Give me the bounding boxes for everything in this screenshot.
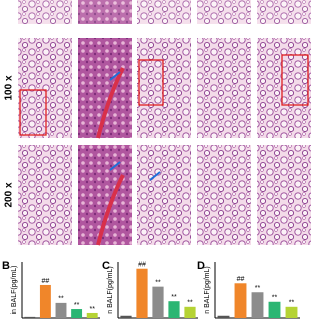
significance-label: ** — [155, 279, 161, 286]
bar — [268, 301, 281, 318]
tissue-image — [78, 0, 132, 24]
bar — [86, 312, 98, 318]
arrow — [109, 71, 121, 81]
bar — [55, 302, 67, 318]
panel-label: B — [2, 260, 10, 272]
vessel — [96, 174, 125, 246]
tissue-image — [18, 0, 72, 24]
significance-label: ** — [89, 306, 95, 313]
tissue-image — [197, 145, 251, 245]
significance-label: ** — [255, 285, 261, 292]
bar — [234, 283, 247, 318]
significance-label: ** — [272, 295, 278, 302]
y-axis-label: in BALF(pg/mL) — [11, 265, 18, 314]
tissue-image — [257, 38, 311, 138]
row-label: 200 x — [4, 182, 15, 207]
significance-label: ## — [42, 278, 50, 285]
panel-label: C — [102, 260, 110, 272]
tissue-image — [197, 0, 251, 24]
vessel — [96, 67, 125, 139]
tissue-image — [78, 38, 132, 138]
tissue-image — [18, 145, 72, 245]
significance-label: ## — [138, 262, 146, 269]
bar — [152, 286, 164, 318]
significance-label: ** — [58, 296, 64, 303]
bar — [39, 284, 51, 318]
row-label: 100 x — [4, 75, 15, 100]
bar — [168, 301, 180, 318]
tissue-image — [257, 0, 311, 24]
highlight-box — [138, 59, 164, 106]
bar — [136, 268, 148, 318]
highlight-box — [281, 54, 309, 106]
highlight-box — [19, 89, 47, 136]
tissue-image — [78, 145, 132, 245]
significance-label: ** — [187, 300, 193, 307]
arrow — [109, 161, 121, 171]
tissue-image — [137, 0, 191, 24]
y-axis-label: n BALF(pg/mL) — [204, 266, 211, 313]
arrow — [149, 171, 161, 181]
tissue-image — [18, 38, 72, 138]
bar — [120, 315, 132, 318]
significance-label: ## — [237, 276, 245, 283]
tissue-image — [137, 38, 191, 138]
significance-label: ** — [171, 294, 177, 301]
bar — [184, 306, 196, 318]
tissue-image — [137, 145, 191, 245]
bar — [285, 306, 298, 318]
bar — [217, 315, 230, 318]
significance-label: ** — [289, 300, 295, 307]
tissue-image — [257, 145, 311, 245]
bar — [71, 309, 83, 318]
bar — [24, 316, 36, 318]
bar — [251, 292, 264, 318]
y-axis-label: n BALF(pg/mL) — [107, 266, 114, 313]
significance-label: ** — [74, 302, 80, 309]
panel-label: D — [197, 260, 205, 272]
tissue-image — [197, 38, 251, 138]
